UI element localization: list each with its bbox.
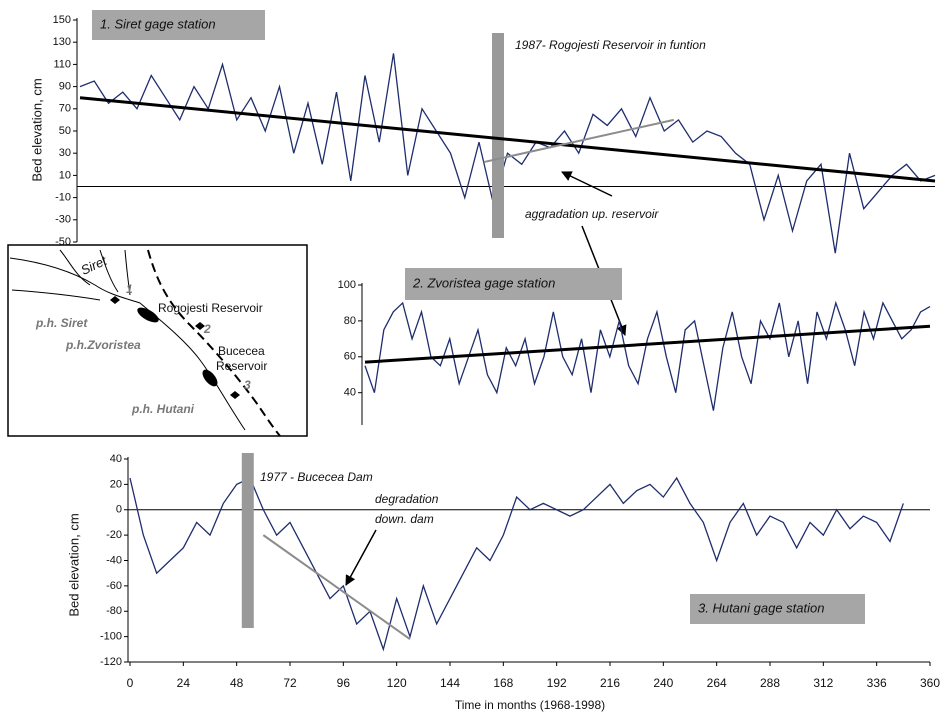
reservoir xyxy=(137,307,159,323)
annotation: degradation xyxy=(375,492,439,506)
river xyxy=(9,257,141,304)
border xyxy=(147,249,281,437)
chart-title: 1. Siret gage station xyxy=(100,16,216,31)
data-line xyxy=(364,300,931,411)
map-label: Bucecea xyxy=(218,344,265,358)
x-tick-label: 96 xyxy=(337,676,351,690)
y-tick-label: -40 xyxy=(106,554,122,566)
map-label: 3 xyxy=(244,378,251,392)
x-tick-label: 0 xyxy=(127,676,134,690)
y-tick-label: 100 xyxy=(338,279,356,291)
inset-map: Siret 1 Rogojesti Reservoir 2 p.h. Siret… xyxy=(7,244,308,437)
y-tick-label: 40 xyxy=(110,453,122,465)
y-tick-label: 10 xyxy=(59,169,71,181)
y-tick-label: 50 xyxy=(59,125,71,137)
y-tick-label: 40 xyxy=(344,387,356,399)
x-tick-label: 24 xyxy=(177,676,191,690)
x-tick-label: 72 xyxy=(283,676,297,690)
data-line xyxy=(79,53,936,254)
title-box xyxy=(690,594,865,624)
chart-title: 2. Zvoristea gage station xyxy=(412,275,555,290)
map-label: Reservoir xyxy=(216,359,267,373)
arrow xyxy=(345,529,377,586)
arrow xyxy=(561,171,613,197)
river xyxy=(139,302,246,431)
y-tick-label: -20 xyxy=(106,529,122,541)
y-tick-label: -120 xyxy=(100,656,122,668)
y-tick-label: 0 xyxy=(116,504,122,516)
reservoir xyxy=(202,369,218,387)
y-tick-label: 130 xyxy=(53,36,71,48)
chart-title: 3. Hutani gage station xyxy=(698,600,824,615)
title-box xyxy=(405,268,622,300)
y-tick-label: 110 xyxy=(53,58,71,70)
y-axis-label: Bed elevation, cm xyxy=(66,513,81,616)
x-tick-label: 336 xyxy=(867,676,887,690)
tributary xyxy=(11,249,131,301)
annotation: aggradation up. reservoir xyxy=(525,207,659,221)
x-tick-label: 360 xyxy=(920,676,940,690)
x-tick-label: 216 xyxy=(600,676,620,690)
y-tick-label: -60 xyxy=(106,580,122,592)
y-tick-label: 60 xyxy=(344,351,356,363)
trend-line xyxy=(262,534,411,640)
y-tick-label: 20 xyxy=(110,478,122,490)
y-axis-label: Bed elevation, cm xyxy=(29,78,44,181)
y-tick-label: -30 xyxy=(55,214,71,226)
x-tick-label: 168 xyxy=(493,676,513,690)
x-tick-label: 120 xyxy=(387,676,407,690)
event-bar xyxy=(241,453,254,628)
trend-line xyxy=(79,96,936,183)
x-tick-label: 48 xyxy=(230,676,244,690)
y-tick-label: -80 xyxy=(106,605,122,617)
x-tick-label: 144 xyxy=(440,676,460,690)
y-tick-label: -10 xyxy=(55,192,71,204)
x-tick-label: 312 xyxy=(813,676,833,690)
trend-line xyxy=(364,324,931,364)
y-tick-label: 70 xyxy=(59,103,71,115)
y-tick-label: -100 xyxy=(100,631,122,643)
annotation: down. dam xyxy=(375,512,434,526)
x-axis-label: Time in months (1968-1998) xyxy=(455,698,605,712)
y-tick-label: 150 xyxy=(53,14,71,26)
map-label: p.h. Hutani xyxy=(131,402,195,416)
x-tick-label: 288 xyxy=(760,676,780,690)
title-box xyxy=(92,10,265,40)
annotation: 1977 - Bucecea Dam xyxy=(260,470,373,484)
y-tick-label: 90 xyxy=(59,81,71,93)
map-label: Rogojesti Reservoir xyxy=(158,301,263,315)
map-label: p.h. Siret xyxy=(35,316,88,330)
y-tick-label: 80 xyxy=(344,315,356,327)
annotation: 1987- Rogojesti Reservoir in funtion xyxy=(515,38,706,52)
map-label: 1 xyxy=(126,282,133,296)
x-tick-label: 264 xyxy=(707,676,727,690)
map-label: 2 xyxy=(203,322,211,336)
y-tick-label: -50 xyxy=(55,236,71,248)
map-label: p.h.Zvoristea xyxy=(65,338,141,352)
x-tick-label: 240 xyxy=(653,676,673,690)
trend-line xyxy=(483,118,674,164)
y-tick-label: 30 xyxy=(59,147,71,159)
data-line xyxy=(129,476,904,652)
x-tick-label: 192 xyxy=(547,676,567,690)
event-bar xyxy=(492,33,504,238)
